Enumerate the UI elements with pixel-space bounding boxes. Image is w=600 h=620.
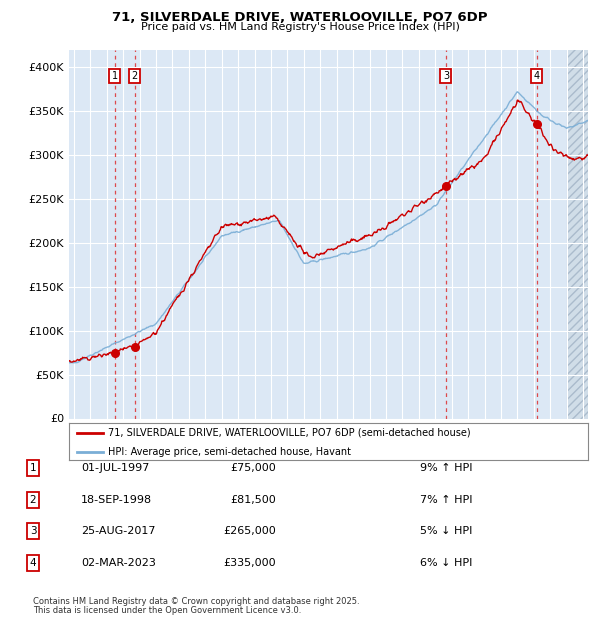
Text: 9% ↑ HPI: 9% ↑ HPI bbox=[420, 463, 473, 473]
Text: 6% ↓ HPI: 6% ↓ HPI bbox=[420, 558, 472, 568]
Text: 25-AUG-2017: 25-AUG-2017 bbox=[81, 526, 155, 536]
Text: 01-JUL-1997: 01-JUL-1997 bbox=[81, 463, 149, 473]
Text: £335,000: £335,000 bbox=[223, 558, 276, 568]
Text: 18-SEP-1998: 18-SEP-1998 bbox=[81, 495, 152, 505]
Text: Contains HM Land Registry data © Crown copyright and database right 2025.: Contains HM Land Registry data © Crown c… bbox=[33, 597, 359, 606]
Text: This data is licensed under the Open Government Licence v3.0.: This data is licensed under the Open Gov… bbox=[33, 606, 301, 615]
Text: 4: 4 bbox=[533, 71, 539, 81]
Text: 71, SILVERDALE DRIVE, WATERLOOVILLE, PO7 6DP (semi-detached house): 71, SILVERDALE DRIVE, WATERLOOVILLE, PO7… bbox=[108, 428, 470, 438]
Text: £265,000: £265,000 bbox=[223, 526, 276, 536]
Text: £81,500: £81,500 bbox=[230, 495, 276, 505]
Text: Price paid vs. HM Land Registry's House Price Index (HPI): Price paid vs. HM Land Registry's House … bbox=[140, 22, 460, 32]
Text: 1: 1 bbox=[112, 71, 118, 81]
Text: 5% ↓ HPI: 5% ↓ HPI bbox=[420, 526, 472, 536]
Text: HPI: Average price, semi-detached house, Havant: HPI: Average price, semi-detached house,… bbox=[108, 447, 351, 457]
Text: 71, SILVERDALE DRIVE, WATERLOOVILLE, PO7 6DP: 71, SILVERDALE DRIVE, WATERLOOVILLE, PO7… bbox=[112, 11, 488, 24]
Text: 3: 3 bbox=[443, 71, 449, 81]
Bar bbox=[566, 50, 588, 419]
Text: 02-MAR-2023: 02-MAR-2023 bbox=[81, 558, 156, 568]
Text: 7% ↑ HPI: 7% ↑ HPI bbox=[420, 495, 473, 505]
Bar bbox=[566, 50, 588, 419]
Text: 2: 2 bbox=[29, 495, 37, 505]
Text: 1: 1 bbox=[29, 463, 37, 473]
Text: 4: 4 bbox=[29, 558, 37, 568]
Text: £75,000: £75,000 bbox=[230, 463, 276, 473]
Text: 2: 2 bbox=[132, 71, 138, 81]
Text: 3: 3 bbox=[29, 526, 37, 536]
